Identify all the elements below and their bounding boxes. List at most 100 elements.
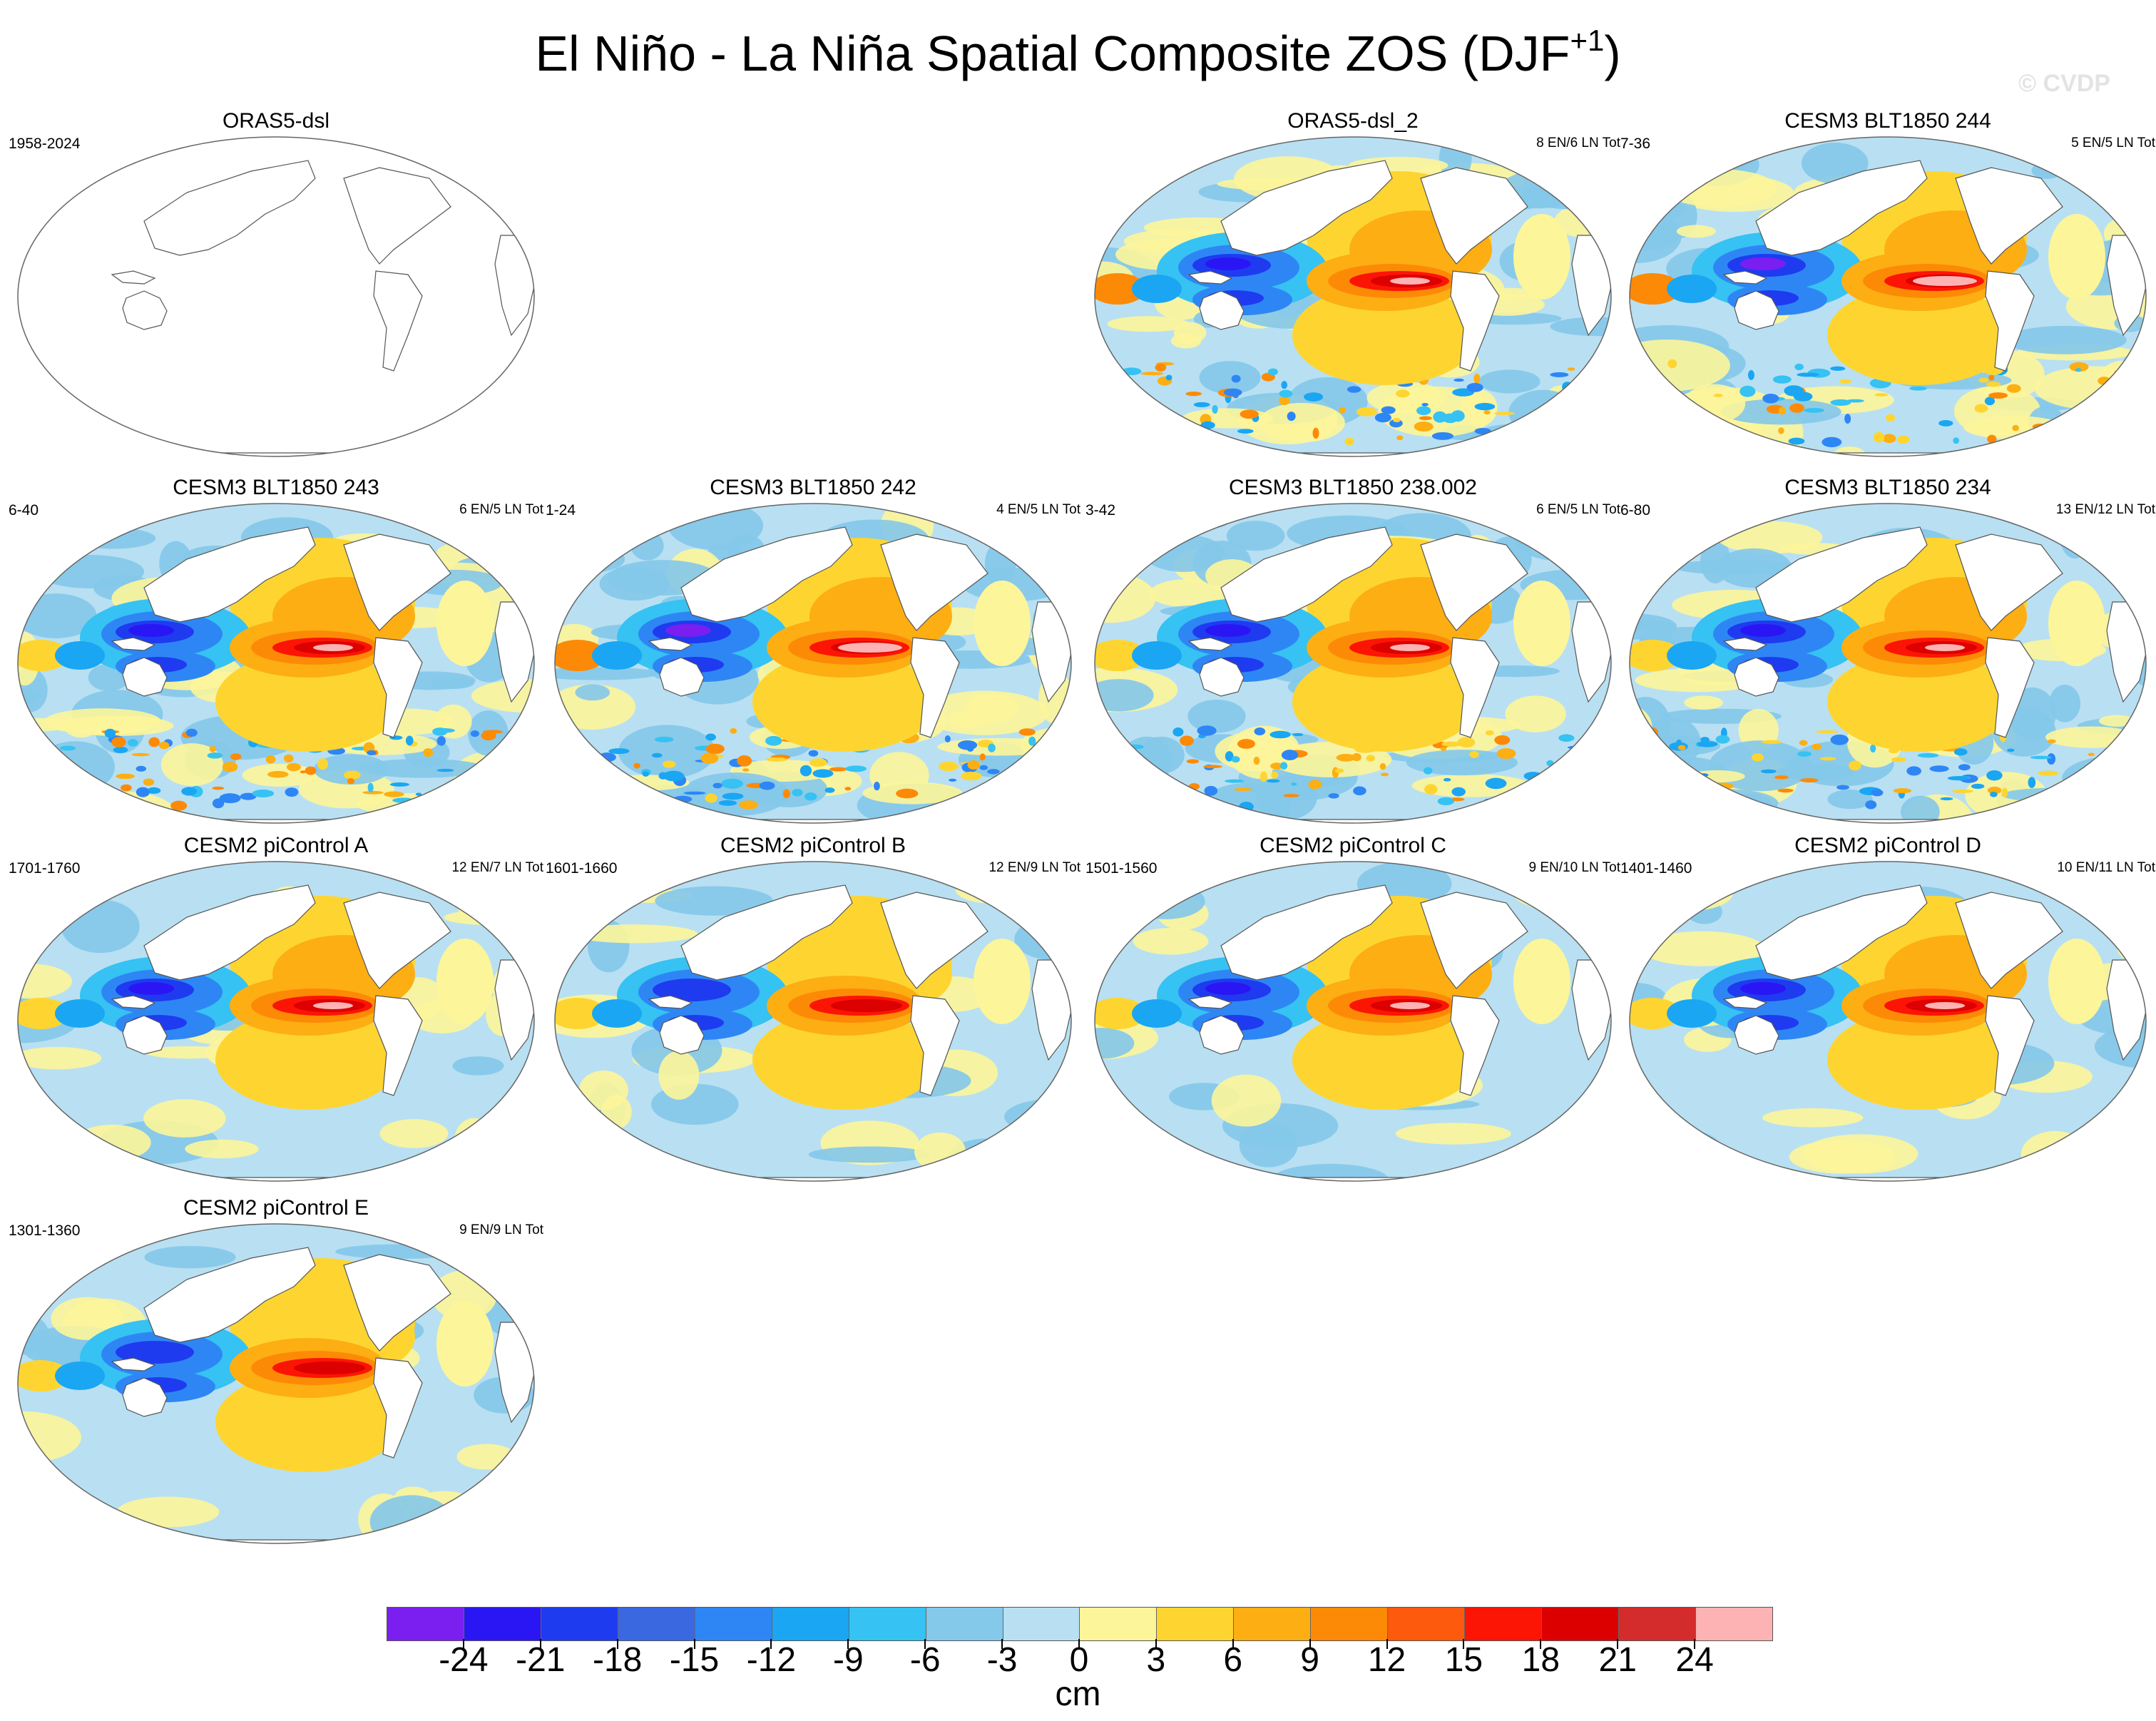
colorbar-tick-label: 21 [1598, 1641, 1637, 1679]
colorbar-tick-label: 6 [1223, 1641, 1243, 1679]
colorbar-tick-label: 0 [1069, 1641, 1089, 1679]
panel-years-label: 1701-1760 [9, 860, 81, 877]
map-fill [1095, 137, 1611, 456]
colorbar-tick [1463, 1639, 1465, 1649]
colorbar-tick [1078, 1639, 1080, 1649]
colorbar-tick [462, 1639, 464, 1649]
colorbar-box [1080, 1608, 1158, 1640]
colorbar-tick [1617, 1639, 1619, 1649]
globe-outline [17, 136, 535, 457]
panel-years-label: 1301-1360 [9, 1222, 81, 1239]
panel-event-count: 6 EN/5 LN Tot [1536, 502, 1620, 517]
panel-years-label: 1501-1560 [1085, 860, 1158, 877]
colorbar-tick [1232, 1639, 1234, 1649]
colorbar-tick-label: -3 [986, 1641, 1018, 1679]
panel-event-count: 8 EN/6 LN Tot [1536, 136, 1620, 150]
continents [101, 884, 534, 1181]
map-fill [18, 1224, 534, 1543]
panel-years-label: 1601-1660 [546, 860, 618, 877]
map-fill [18, 862, 534, 1181]
panel-title: CESM3 BLT1850 244 [1784, 109, 1991, 133]
globe-outline [17, 861, 535, 1182]
panel-years-label: 1401-1460 [1620, 860, 1692, 877]
panel-event-count: 9 EN/9 LN Tot [459, 1222, 543, 1237]
colorbar-tick [770, 1639, 772, 1649]
globe-outline [1094, 136, 1612, 457]
map-panel: CESM3 BLT1850 243 6-40 6 EN/5 LN Tot [9, 475, 543, 832]
globe-outline [1629, 861, 2147, 1182]
map-projection [554, 503, 1072, 824]
colorbar-tick [924, 1639, 926, 1649]
colorbar-box [387, 1608, 464, 1640]
colorbar-box [926, 1608, 1003, 1640]
colorbar-tick [1540, 1639, 1542, 1649]
colorbar-tick [693, 1639, 695, 1649]
map-panel: CESM2 piControl C 1501-1560 9 EN/10 LN Tot [1085, 833, 1620, 1190]
panel-event-count: 4 EN/5 LN Tot [996, 502, 1080, 517]
map-panel: CESM3 BLT1850 242 1-24 4 EN/5 LN Tot [546, 475, 1080, 832]
map-projection [1094, 136, 1612, 457]
colorbar [387, 1607, 1773, 1641]
colorbar-tick [847, 1639, 849, 1649]
globe-outline [17, 503, 535, 824]
map-panel: CESM2 piControl A 1701-1760 12 EN/7 LN Tot [9, 833, 543, 1190]
colorbar-tick-label: -12 [746, 1641, 797, 1679]
panel-years-label: 6-40 [9, 502, 39, 519]
map-panel: ORAS5-dsl 1958-2024 [9, 108, 543, 465]
map-fill [1630, 862, 2146, 1181]
cvdp-watermark: © CVDP [2018, 70, 2110, 97]
panel-title: CESM2 piControl B [720, 834, 906, 857]
map-fill [18, 137, 534, 456]
panel-title: CESM3 BLT1850 238.002 [1228, 476, 1477, 499]
colorbar-tick-label: -18 [592, 1641, 643, 1679]
globe-outline [17, 1223, 535, 1544]
colorbar-box [1695, 1608, 1772, 1640]
panel-title: CESM3 BLT1850 243 [173, 476, 379, 499]
colorbar-tick-label: 9 [1300, 1641, 1319, 1679]
panel-event-count: 6 EN/5 LN Tot [459, 502, 543, 517]
map-panel: CESM3 BLT1850 234 6-80 13 EN/12 LN Tot [1620, 475, 2155, 832]
colorbar-box [1542, 1608, 1619, 1640]
colorbar-tick-label: 15 [1444, 1641, 1483, 1679]
colorbar-tick [1386, 1639, 1388, 1649]
continents [1177, 884, 1611, 1181]
map-fill [555, 862, 1071, 1181]
colorbar-box [1234, 1608, 1312, 1640]
map-panel: CESM2 piControl E 1301-1360 9 EN/9 LN Tot [9, 1195, 543, 1552]
panel-event-count: 9 EN/10 LN Tot [1528, 860, 1620, 875]
panel-event-count: 12 EN/7 LN Tot [451, 860, 543, 875]
panel-years-label: 7-36 [1620, 136, 1651, 152]
colorbar-tick [616, 1639, 618, 1649]
colorbar-box [464, 1608, 541, 1640]
colorbar-box [1311, 1608, 1389, 1640]
colorbar-tick-label: -21 [516, 1641, 566, 1679]
colorbar-units: cm [1055, 1675, 1101, 1713]
map-projection [554, 861, 1072, 1182]
map-panel: CESM2 piControl B 1601-1660 12 EN/9 LN Tot [546, 833, 1080, 1190]
map-fill [555, 504, 1071, 823]
colorbar-tick-label: 18 [1521, 1641, 1560, 1679]
colorbar-box [772, 1608, 849, 1640]
map-fill [1095, 504, 1611, 823]
panel-event-count: 13 EN/12 LN Tot [2055, 502, 2155, 517]
map-fill [1095, 862, 1611, 1181]
map-fill [18, 504, 534, 823]
colorbar-box [541, 1608, 618, 1640]
panel-event-count: 10 EN/11 LN Tot [2057, 860, 2155, 875]
globe-outline [1094, 503, 1612, 824]
map-projection [1629, 503, 2147, 824]
panel-event-count: 12 EN/9 LN Tot [988, 860, 1080, 875]
colorbar-tick-label: 24 [1675, 1641, 1714, 1679]
colorbar-box [1388, 1608, 1466, 1640]
map-fill [1630, 137, 2146, 456]
map-fill [1630, 504, 2146, 823]
panel-event-count: 5 EN/5 LN Tot [2071, 136, 2155, 150]
map-projection [1094, 861, 1612, 1182]
panel-title: CESM3 BLT1850 234 [1784, 476, 1991, 499]
map-panel: CESM2 piControl D 1401-1460 10 EN/11 LN To… [1620, 833, 2155, 1190]
colorbar-tick-label: 3 [1146, 1641, 1166, 1679]
panel-title: ORAS5-dsl [222, 109, 330, 133]
map-projection [17, 1223, 535, 1544]
panel-title: CESM2 piControl E [183, 1196, 369, 1220]
globe-outline [1094, 861, 1612, 1182]
